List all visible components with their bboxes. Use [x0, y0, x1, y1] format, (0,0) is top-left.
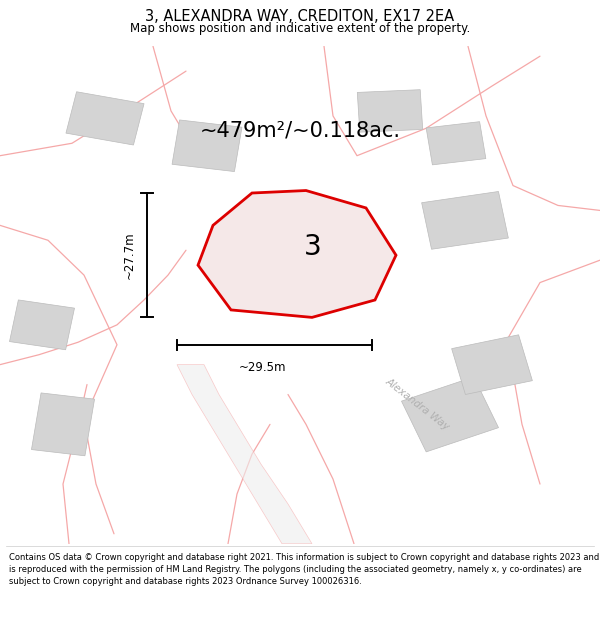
Text: Contains OS data © Crown copyright and database right 2021. This information is : Contains OS data © Crown copyright and d…: [9, 554, 599, 586]
Text: Map shows position and indicative extent of the property.: Map shows position and indicative extent…: [130, 22, 470, 34]
Bar: [31, 393, 95, 456]
Text: Alexandra Way: Alexandra Way: [383, 376, 451, 432]
Bar: [422, 191, 508, 249]
Text: ~29.5m: ~29.5m: [239, 361, 286, 374]
Bar: [426, 122, 486, 165]
Text: 3: 3: [304, 232, 321, 261]
Polygon shape: [177, 364, 312, 544]
Bar: [66, 92, 144, 145]
Bar: [357, 89, 423, 132]
Bar: [10, 300, 74, 350]
Bar: [401, 377, 499, 452]
Bar: [452, 335, 532, 394]
Text: 3, ALEXANDRA WAY, CREDITON, EX17 2EA: 3, ALEXANDRA WAY, CREDITON, EX17 2EA: [145, 9, 455, 24]
Text: ~479m²/~0.118ac.: ~479m²/~0.118ac.: [199, 121, 401, 141]
Text: ~27.7m: ~27.7m: [122, 231, 136, 279]
Bar: [245, 204, 331, 282]
Bar: [172, 120, 242, 171]
Polygon shape: [198, 191, 396, 318]
